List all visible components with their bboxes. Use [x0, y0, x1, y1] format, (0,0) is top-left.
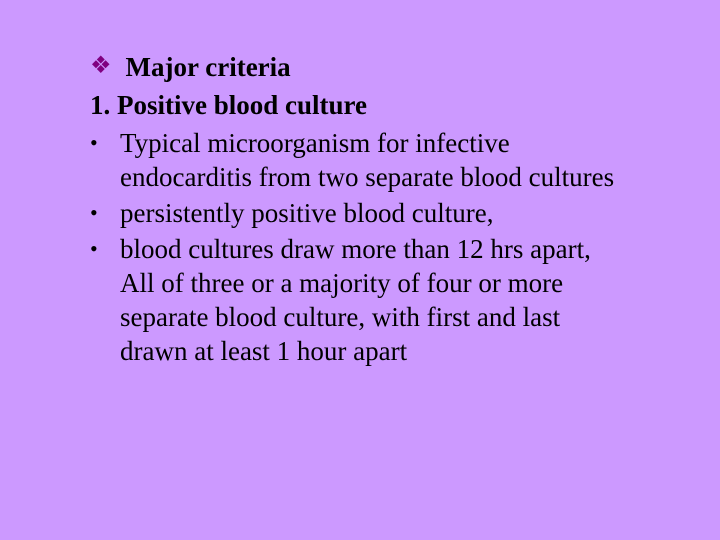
numbered-item: 1. Positive blood culture — [90, 88, 630, 122]
heading-row: ❖ Major criteria — [90, 50, 630, 84]
list-item: • persistently positive blood culture, — [90, 196, 630, 230]
dot-bullet-icon: • — [90, 196, 102, 230]
dot-bullet-icon: • — [90, 126, 102, 160]
list-item: • blood cultures draw more than 12 hrs a… — [90, 232, 630, 368]
bullet-text: persistently positive blood culture, — [116, 196, 493, 230]
dot-bullet-icon: • — [90, 232, 102, 266]
bullet-text: blood cultures draw more than 12 hrs apa… — [116, 232, 630, 368]
diamond-bullet-icon: ❖ — [90, 50, 112, 82]
heading-text: Major criteria — [126, 50, 291, 84]
list-item: • Typical microorganism for infective en… — [90, 126, 630, 194]
slide-content: ❖ Major criteria 1. Positive blood cultu… — [0, 0, 720, 420]
bullet-text: Typical microorganism for infective endo… — [116, 126, 630, 194]
